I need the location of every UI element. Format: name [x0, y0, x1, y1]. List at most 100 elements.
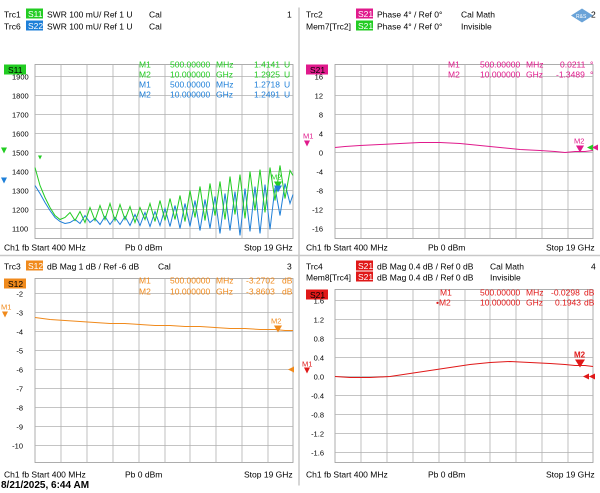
y-tick: 1900 [12, 73, 29, 82]
trace-name-6[interactable]: Trc6 [4, 22, 21, 32]
trace-s21-dbmag[interactable] [334, 360, 594, 378]
svg-text:GHz: GHz [526, 70, 543, 80]
marker-m2-dbmag[interactable]: M2 [574, 351, 586, 368]
active-param-badge[interactable] [4, 278, 26, 289]
svg-text:500.00000: 500.00000 [170, 276, 210, 286]
marker-m2-phase[interactable]: M2 [574, 137, 584, 153]
window-2[interactable]: Trc2 S21 Phase 4° / Ref 0° Cal Math 2 Me… [303, 8, 598, 253]
svg-text:GHz: GHz [216, 287, 233, 297]
y-tick: 0 [319, 149, 323, 158]
param-badge-s12[interactable] [26, 260, 43, 271]
rs-logo-icon: R&S [571, 8, 593, 23]
grid-1 [34, 64, 294, 239]
param-badge-s21[interactable] [356, 8, 373, 19]
svg-text:M1: M1 [302, 360, 312, 369]
active-param-badge[interactable] [4, 64, 26, 75]
timestamp: 8/21/2025, 6:44 AM [1, 480, 90, 491]
window-number-4: 4 [591, 262, 596, 272]
y-tick: 1.2 [314, 316, 324, 325]
svg-text:M1: M1 [139, 276, 151, 286]
svg-text:U: U [284, 90, 290, 100]
svg-text:M2: M2 [448, 70, 460, 80]
param-badge-s11[interactable] [26, 8, 43, 19]
param-badge-s21-mem[interactable] [356, 20, 373, 31]
active-param-badge[interactable] [306, 289, 328, 300]
svg-text:Invisible: Invisible [461, 22, 492, 32]
y-tick: -4 [16, 328, 23, 337]
trace-name-4[interactable]: Trc4 [306, 262, 323, 272]
svg-text:S21: S21 [358, 21, 373, 31]
y-tick: 1200 [12, 206, 29, 215]
trace-s21-phase[interactable] [334, 142, 594, 154]
svg-text:-3.8603: -3.8603 [246, 287, 275, 297]
y-axis-4: 1.6 1.2 0.8 0.4 0.0 -0.4 -0.8 -1.2 -1.6 [311, 297, 324, 458]
ref-arrow-s12[interactable] [288, 366, 294, 373]
y-axis-3: -2 -3 -4 -5 -6 -7 -8 -9 -10 [12, 290, 23, 451]
svg-text:dB: dB [282, 287, 293, 297]
trace-s22-blue[interactable] [34, 183, 294, 236]
y-tick: 12 [315, 92, 323, 101]
power-info-3: Pb 0 dBm [125, 470, 162, 480]
svg-text:-1.3489: -1.3489 [556, 70, 585, 80]
svg-text:10.000000: 10.000000 [170, 287, 210, 297]
trace-s12-dbmag[interactable] [34, 317, 293, 331]
stop-info-1: Stop 19 GHz [244, 243, 293, 253]
svg-text:1.2718: 1.2718 [254, 80, 280, 90]
svg-text:MHz: MHz [526, 288, 543, 298]
marker-m2-s22[interactable] [274, 185, 282, 193]
y-axis-1: 1900 1800 1700 1600 1500 1400 1300 1200 … [12, 73, 29, 234]
trace-name-mem7[interactable]: Mem7[Trc2] [306, 22, 351, 32]
y-tick: -9 [16, 423, 23, 432]
svg-text:°: ° [590, 70, 593, 80]
svg-text:R&S: R&S [576, 14, 587, 20]
active-param-badge[interactable] [306, 64, 328, 75]
svg-text:10.000000: 10.000000 [170, 70, 210, 80]
ref-arrow-left[interactable] [1, 147, 7, 184]
param-badge-s21-db-mem[interactable] [356, 271, 373, 282]
svg-text:1.4141: 1.4141 [254, 60, 280, 70]
svg-text:10.000000: 10.000000 [170, 90, 210, 100]
svg-text:Cal Math: Cal Math [490, 262, 524, 272]
stop-info-4: Stop 19 GHz [546, 470, 595, 480]
trace-name-1[interactable]: Trc1 [4, 10, 21, 20]
y-tick: -2 [16, 290, 23, 299]
marker-m1-s12[interactable]: M1 [1, 303, 11, 318]
svg-text:Phase 4° / Ref 0°: Phase 4° / Ref 0° [377, 22, 442, 32]
svg-text:M1: M1 [440, 288, 452, 298]
ref-arrow-dbmag[interactable] [583, 373, 595, 380]
trace-name-2[interactable]: Trc2 [306, 10, 323, 20]
channel-info-2: Ch1 fb Start 400 MHz [306, 243, 388, 253]
window-1[interactable]: Trc1 S11 SWR 100 mU/ Ref 1 U Cal 1 Trc6 … [0, 7, 298, 254]
svg-text:°: ° [590, 60, 593, 70]
y-tick: 1800 [12, 92, 29, 101]
svg-text:U: U [284, 70, 290, 80]
timestamp-bar: 8/21/2025, 6:44 AM [0, 478, 600, 493]
y-tick: -12 [312, 206, 323, 215]
channel-info-1: Ch1 fb Start 400 MHz [4, 243, 86, 253]
marker-m1-dbmag[interactable]: M1 [302, 360, 312, 374]
param-badge-s21-db[interactable] [356, 260, 373, 271]
trace-s11-green[interactable] [34, 165, 294, 225]
y-tick: 1300 [12, 187, 29, 196]
marker-m1-phase[interactable]: M1 [303, 132, 313, 147]
y-tick: 8 [319, 111, 323, 120]
trace-name-mem8[interactable]: Mem8[Trc4] [306, 273, 351, 283]
svg-text:500.00000: 500.00000 [170, 80, 210, 90]
y-tick: 0.0 [314, 373, 324, 382]
marker-m2-s12[interactable]: M2 [271, 317, 282, 333]
window-4[interactable]: Trc4 S21 dB Mag 0.4 dB / Ref 0 dB Cal Ma… [302, 260, 596, 480]
grid-3 [34, 278, 294, 463]
param-badge-s22[interactable] [26, 20, 43, 31]
trace-name-3[interactable]: Trc3 [4, 262, 21, 272]
window-3[interactable]: Trc3 S12 dB Mag 1 dB / Ref -6 dB Cal 3 S… [1, 260, 294, 480]
marker-m2-s11[interactable]: M2 [271, 173, 282, 189]
marker-table-2: M1 500.00000 MHz 0.0211 ° M2 10.000000 G… [448, 60, 593, 80]
ref-arrow-right[interactable] [587, 144, 598, 151]
y-tick: -5 [16, 347, 23, 356]
y-tick: -4 [316, 168, 323, 177]
marker-m1-s11[interactable] [38, 155, 42, 160]
trace-state-6: Cal [149, 22, 162, 32]
y-axis-2: 16 12 8 4 0 -4 -8 -12 -16 [312, 73, 323, 234]
y-tick: -0.4 [311, 392, 324, 401]
